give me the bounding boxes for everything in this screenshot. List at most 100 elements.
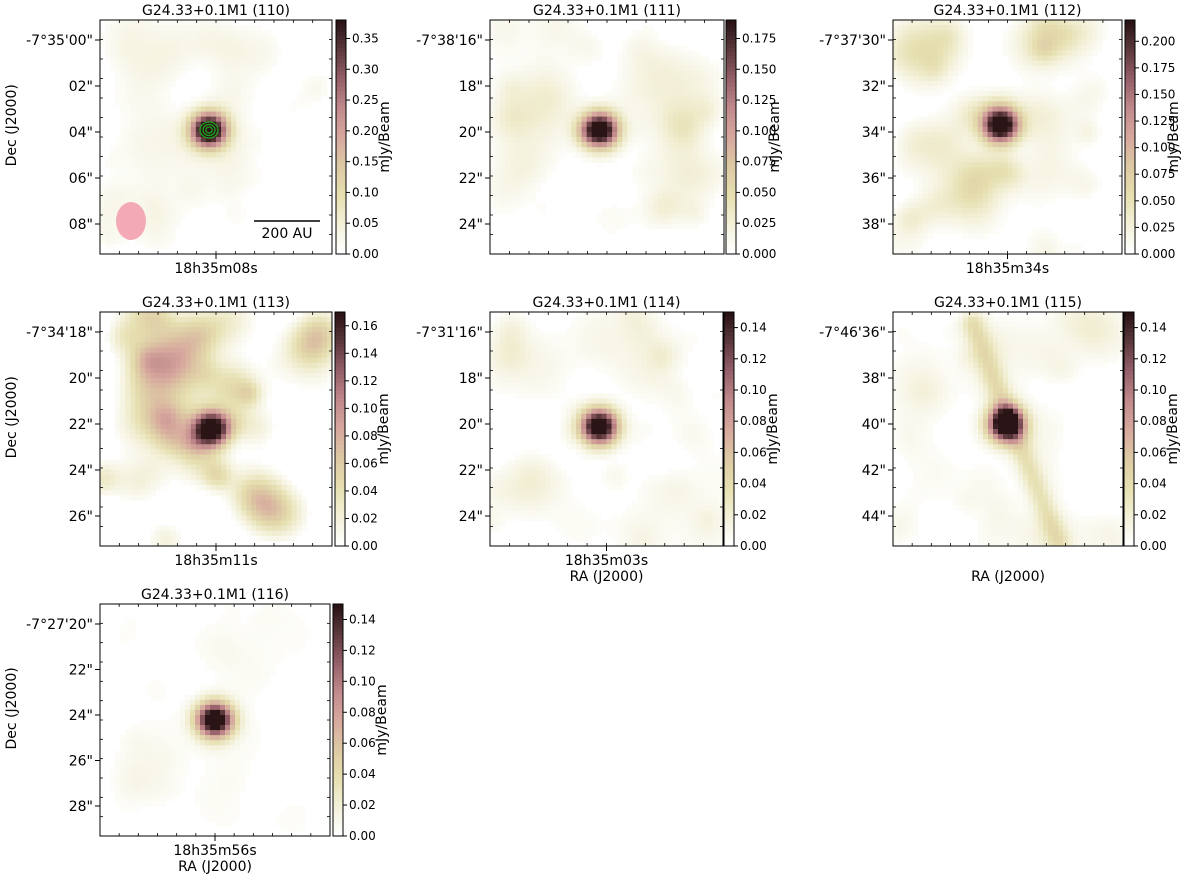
colorbar-tick-label: 0.10 xyxy=(740,383,767,397)
colorbar-tick-label: 0.02 xyxy=(740,508,767,522)
colorbar-tick-label: 0.00 xyxy=(352,247,379,261)
panel-title: G24.33+0.1M1 (116) xyxy=(141,587,289,603)
colorbar-tick-label: 0.00 xyxy=(349,829,376,843)
colorbar-tick-label: 0.10 xyxy=(349,674,376,688)
colorbar-label: mJy/Beam xyxy=(765,393,781,464)
colorbar-tick-label: 0.14 xyxy=(349,612,376,626)
y-tick-label: 22" xyxy=(69,663,93,679)
colorbar-tick-label: 0.14 xyxy=(1140,321,1167,335)
x-axis-label: RA (J2000) xyxy=(971,569,1045,585)
y-tick-label: 06" xyxy=(69,171,93,187)
colorbar-tick-label: 0.06 xyxy=(349,736,376,750)
y-axis-label: Dec (J2000) xyxy=(4,376,20,458)
colorbar: 0.00 0.02 0.04 0.06 0.08 0.10 0.12 0.14 mJy/Beam xyxy=(723,311,781,553)
colorbar-tick-label: 0.15 xyxy=(352,155,379,169)
panel-title: G24.33+0.1M1 (110) xyxy=(142,3,290,19)
x-axis-label: RA (J2000) xyxy=(570,569,644,585)
colorbar-tick-label: 0.12 xyxy=(740,352,767,366)
colorbar-tick-label: 0.050 xyxy=(1141,194,1175,208)
y-tick-label: 34" xyxy=(862,125,886,141)
colorbar-tick-label: 0.175 xyxy=(742,31,776,45)
colorbar-tick-label: 0.025 xyxy=(1141,220,1175,234)
colorbar-tick-label: 0.08 xyxy=(349,705,376,719)
colorbar-tick-label: 0.08 xyxy=(1140,414,1167,428)
colorbar-tick-label: 0.100 xyxy=(742,124,776,138)
colorbar-tick-label: 0.12 xyxy=(349,643,376,657)
colorbar: 0.00 0.02 0.04 0.06 0.08 0.10 0.12 0.14 mJy/Beam xyxy=(1123,311,1181,553)
contour-line xyxy=(199,121,219,139)
colorbar-tick-label: 0.04 xyxy=(1140,477,1167,491)
panel-4: G24.33+0.1M1 (114) -7°31'16" 18" 20" 22" 24" 1… xyxy=(416,295,781,585)
colorbar-tick-label: 0.175 xyxy=(1141,61,1175,75)
heatmap-image xyxy=(490,20,725,235)
colorbar-label: mJy/Beam xyxy=(377,101,393,172)
x-tick-label: 18h35m34s xyxy=(966,261,1049,277)
panel-3: G24.33+0.1M1 (113) -7°34'18" 20" 22" 24" 26" 1… xyxy=(4,295,392,569)
y-axis-label: Dec (J2000) xyxy=(4,84,20,166)
colorbar-tick-label: 0.12 xyxy=(351,374,378,388)
contour-line xyxy=(202,123,216,137)
y-tick-label: 22" xyxy=(459,463,483,479)
heatmap-image xyxy=(893,312,1124,547)
panel-title: G24.33+0.1M1 (115) xyxy=(934,295,1082,311)
colorbar-tick-label: 0.10 xyxy=(351,401,378,415)
panel-1: G24.33+0.1M1 (111) -7°38'16" 18" 20" 22" 24" 0… xyxy=(416,3,783,261)
colorbar-tick-label: 0.100 xyxy=(1141,141,1175,155)
colorbar-tick-label: 0.00 xyxy=(740,539,767,553)
y-axis-label: Dec (J2000) xyxy=(4,667,20,749)
x-tick-label: 18h35m03s xyxy=(565,553,648,569)
colorbar-label: mJy/Beam xyxy=(374,684,390,755)
heatmap-image xyxy=(893,20,1108,255)
y-tick-label: 24" xyxy=(459,217,483,233)
y-tick-label: -7°35'00" xyxy=(26,33,93,49)
colorbar-tick-label: 0.35 xyxy=(352,31,379,45)
y-tick-label: 32" xyxy=(862,79,886,95)
y-tick-label: 38" xyxy=(862,371,886,387)
y-tick-label: 08" xyxy=(69,217,93,233)
y-tick-label: 18" xyxy=(459,79,483,95)
colorbar-tick-label: 0.06 xyxy=(740,445,767,459)
y-tick-label: -7°38'16" xyxy=(416,33,483,49)
colorbar: 0.00 0.02 0.04 0.06 0.08 0.10 0.12 0.14 0.16 mJy/… xyxy=(334,311,392,553)
y-tick-label: 24" xyxy=(69,463,93,479)
y-tick-label: 24" xyxy=(459,509,483,525)
colorbar-tick-label: 0.125 xyxy=(742,93,776,107)
heatmap-image xyxy=(100,312,333,547)
colorbar-tick-label: 0.25 xyxy=(352,93,379,107)
panel-2: G24.33+0.1M1 (112) -7°37'30" 32" 34" 36" 38" 1… xyxy=(819,3,1182,277)
colorbar-label: mJy/Beam xyxy=(1166,101,1182,172)
colorbar-label: mJy/Beam xyxy=(376,393,392,464)
colorbar-tick-label: 0.150 xyxy=(742,62,776,76)
x-tick-label: 18h35m56s xyxy=(173,843,256,859)
colorbar-tick-label: 0.04 xyxy=(349,767,376,781)
y-tick-label: 02" xyxy=(69,79,93,95)
y-tick-label: 04" xyxy=(69,125,93,141)
panel-title: G24.33+0.1M1 (114) xyxy=(532,295,680,311)
heatmap-image xyxy=(100,20,333,250)
colorbar-tick-label: 0.04 xyxy=(351,484,378,498)
colorbar-tick-label: 0.02 xyxy=(351,511,378,525)
colorbar-tick-label: 0.02 xyxy=(1140,508,1167,522)
colorbar-tick-label: 0.06 xyxy=(1140,445,1167,459)
panel-title: G24.33+0.1M1 (111) xyxy=(533,3,681,19)
y-tick-label: 20" xyxy=(459,125,483,141)
beam-ellipse xyxy=(116,202,146,240)
y-tick-label: 22" xyxy=(459,171,483,187)
y-tick-label: 28" xyxy=(69,799,93,815)
panel-title: G24.33+0.1M1 (113) xyxy=(142,295,290,311)
colorbar-tick-label: 0.10 xyxy=(1140,383,1167,397)
panel-5: G24.33+0.1M1 (115) -7°46'36" 38" 40" 42" 44" R… xyxy=(819,295,1181,585)
y-tick-label: -7°46'36" xyxy=(819,325,886,341)
panel-0: 200 AU G24.33+0.1M1 (110) -7°35'00" 02" 04" 0… xyxy=(4,3,393,277)
colorbar-tick-label: 0.000 xyxy=(742,247,776,261)
y-tick-label: 40" xyxy=(862,417,886,433)
colorbar-tick-label: 0.200 xyxy=(1141,34,1175,48)
y-tick-label: 20" xyxy=(69,371,93,387)
colorbar-tick-label: 0.04 xyxy=(740,477,767,491)
colorbar-tick-label: 0.075 xyxy=(1141,167,1175,181)
y-tick-label: 36" xyxy=(862,171,886,187)
y-tick-label: 24" xyxy=(69,708,93,724)
x-tick-label: 18h35m08s xyxy=(174,261,257,277)
colorbar-tick-label: 0.125 xyxy=(1141,114,1175,128)
